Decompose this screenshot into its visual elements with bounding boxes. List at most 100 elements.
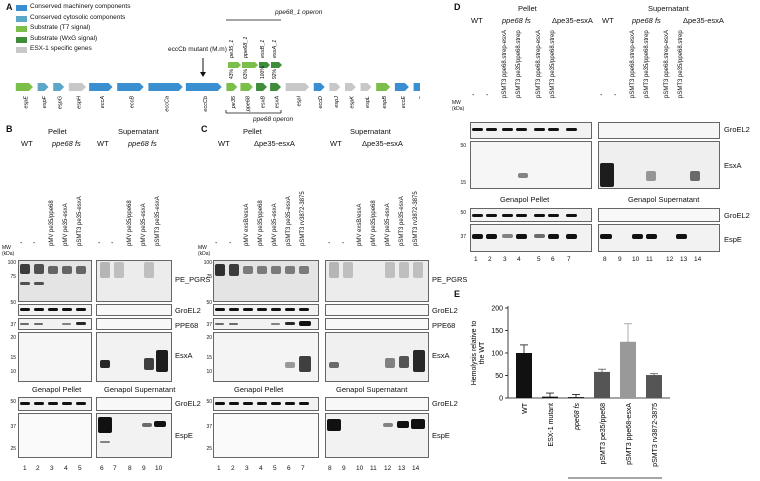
construct-label: pSMT3 ppe68.strep-esxA	[536, 29, 542, 98]
hemolysis-chart: 0 50 100 150 200 Hemolysis relative tothe WT W…	[471, 306, 670, 479]
mutant-label: eccCb mutant (M.m)	[168, 46, 227, 53]
panel-b-label: B	[6, 124, 13, 134]
b-wt-1: WT	[21, 139, 33, 148]
gene-arrow	[37, 83, 49, 91]
mw-label: MW (kDa)	[452, 100, 465, 112]
blot-band	[516, 128, 527, 131]
blot-band	[257, 402, 267, 405]
blot-band	[329, 362, 339, 368]
lane-number: 13	[398, 465, 406, 472]
mw-tick: 37	[10, 424, 16, 430]
legend-label: ESX-1 specific genes	[30, 45, 92, 52]
lane-number: 5	[537, 256, 541, 263]
gene-label: espL	[365, 96, 371, 108]
lane-number: 6	[100, 465, 104, 472]
blot-band	[299, 321, 311, 326]
y-tick-label: 50	[495, 373, 503, 380]
blot-band	[299, 266, 309, 274]
lane-number: 4	[64, 465, 68, 472]
genapol-supernatant: Genapol Supernatant	[628, 195, 700, 204]
lane-number: 12	[666, 256, 674, 263]
antibody-label: EspE	[175, 431, 193, 440]
construct-label: pMV pe35/ppe68	[258, 200, 264, 246]
lane-number: 5	[78, 465, 82, 472]
gene-arrow	[185, 83, 222, 91]
blot-groel2-genapol-s	[96, 397, 172, 411]
blot-band	[114, 262, 124, 278]
mw-tick: 50	[10, 399, 16, 405]
blot-band	[600, 163, 614, 187]
blot-band	[156, 350, 168, 372]
construct-label: pMV exsB/esxA	[244, 203, 250, 246]
blot-band	[566, 234, 577, 239]
gene-label: espB	[382, 96, 388, 109]
blot-espe-genapol-p	[18, 413, 92, 458]
lane-number: 7	[567, 256, 571, 263]
gene-arrow	[240, 83, 253, 91]
mw-tick: 37	[206, 322, 212, 328]
blot-band	[215, 308, 225, 311]
y-tick-label: 200	[491, 306, 503, 313]
blot-band	[299, 402, 309, 405]
operon-bottom-label: ppe68 operon	[253, 116, 294, 123]
lane-number: 10	[632, 256, 640, 263]
legend-swatch	[16, 36, 27, 43]
blot-band	[34, 282, 44, 285]
construct-dash: -	[328, 240, 331, 247]
construct-label: pSMT3 ppe68.strep-esxA	[664, 29, 670, 98]
panel-a-label: A	[6, 2, 13, 12]
antibody-label: PE_PGRS	[432, 275, 468, 284]
gene-arrow	[53, 83, 65, 91]
lane-number: 8	[603, 256, 607, 263]
blot-band	[285, 266, 295, 274]
lane-number: 2	[488, 256, 492, 263]
mw-tick: 100	[7, 260, 16, 266]
blot-espe-genapol-p	[213, 413, 319, 458]
blot-band	[76, 308, 86, 311]
gene-label: espF	[42, 95, 48, 108]
blot-band	[413, 350, 425, 372]
gene-arrow	[394, 83, 409, 91]
gene-label: espI	[296, 96, 302, 107]
blot-band	[566, 128, 577, 131]
mw-tick: 50	[10, 300, 16, 306]
construct-dash: -	[98, 240, 101, 247]
y-tick-label: 0	[499, 396, 503, 403]
gene-label: espE	[23, 96, 29, 109]
c-strain-1: Δpe35-esxA	[254, 139, 295, 148]
blot-band	[502, 128, 513, 131]
blot-groel2-sup	[598, 122, 720, 139]
d-wt-1: WT	[471, 16, 483, 25]
blot-band	[385, 262, 395, 278]
gene-label: esxB	[261, 96, 267, 109]
construct-label: pSMT3 pe35/ppe68.strep	[516, 30, 522, 98]
blot-band	[518, 173, 528, 178]
bar	[646, 375, 662, 398]
blot-band	[62, 308, 72, 311]
genapol-pellet: Genapol Pellet	[32, 385, 82, 394]
bar	[594, 371, 610, 398]
mw-tick: 75	[206, 274, 212, 280]
construct-dash: -	[600, 92, 603, 99]
gene-label: espH	[76, 96, 82, 109]
legend-label: Substrate (T7 signal)	[30, 24, 91, 31]
lane-number: 8	[328, 465, 332, 472]
blot-band	[399, 356, 409, 368]
blot-band	[502, 234, 513, 238]
blot-band	[271, 266, 281, 274]
blot-band	[48, 402, 58, 405]
lane-number: 9	[618, 256, 622, 263]
blot-pe-pgrs-sup	[96, 260, 172, 302]
gene-label: pe35	[231, 95, 237, 109]
antibody-label: EspE	[432, 431, 450, 440]
lane-number: 9	[342, 465, 346, 472]
blot-groel2-genapol-s	[325, 397, 429, 411]
d-supernatant: Supernatant	[648, 4, 689, 13]
construct-label: pSMT3 pe35/ppe68.strep	[678, 30, 684, 98]
blot-band	[62, 266, 72, 274]
lane-number: 14	[694, 256, 702, 263]
lane-number: 9	[142, 465, 146, 472]
blot-groel2-pellet	[470, 122, 592, 139]
lane-number: 1	[23, 465, 27, 472]
gene-label: esxA	[275, 96, 281, 109]
